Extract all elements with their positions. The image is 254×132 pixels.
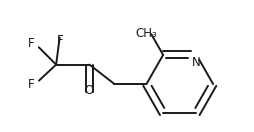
Text: F: F [28, 37, 35, 50]
Text: CH₃: CH₃ [136, 27, 157, 40]
Text: F: F [57, 34, 64, 47]
Text: F: F [28, 78, 35, 91]
Text: N: N [192, 56, 201, 69]
Text: O: O [85, 84, 94, 97]
